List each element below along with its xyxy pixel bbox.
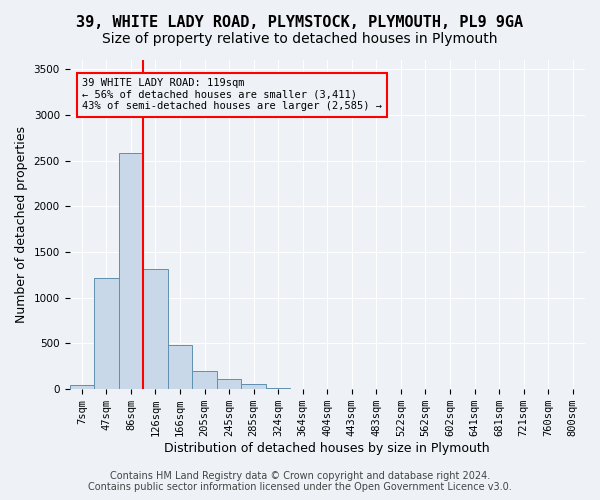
Bar [192, 372, 217, 389]
Bar [266, 388, 290, 389]
Bar [217, 379, 241, 389]
Bar [70, 384, 94, 389]
Y-axis label: Number of detached properties: Number of detached properties [15, 126, 28, 323]
Text: 39 WHITE LADY ROAD: 119sqm
← 56% of detached houses are smaller (3,411)
43% of s: 39 WHITE LADY ROAD: 119sqm ← 56% of deta… [82, 78, 382, 112]
Bar [119, 154, 143, 389]
Bar [241, 384, 266, 389]
Text: 39, WHITE LADY ROAD, PLYMSTOCK, PLYMOUTH, PL9 9GA: 39, WHITE LADY ROAD, PLYMSTOCK, PLYMOUTH… [76, 15, 524, 30]
Bar [143, 270, 168, 389]
Text: Contains HM Land Registry data © Crown copyright and database right 2024.
Contai: Contains HM Land Registry data © Crown c… [88, 471, 512, 492]
Bar [94, 278, 119, 389]
X-axis label: Distribution of detached houses by size in Plymouth: Distribution of detached houses by size … [164, 442, 490, 455]
Bar [168, 346, 192, 389]
Text: Size of property relative to detached houses in Plymouth: Size of property relative to detached ho… [102, 32, 498, 46]
